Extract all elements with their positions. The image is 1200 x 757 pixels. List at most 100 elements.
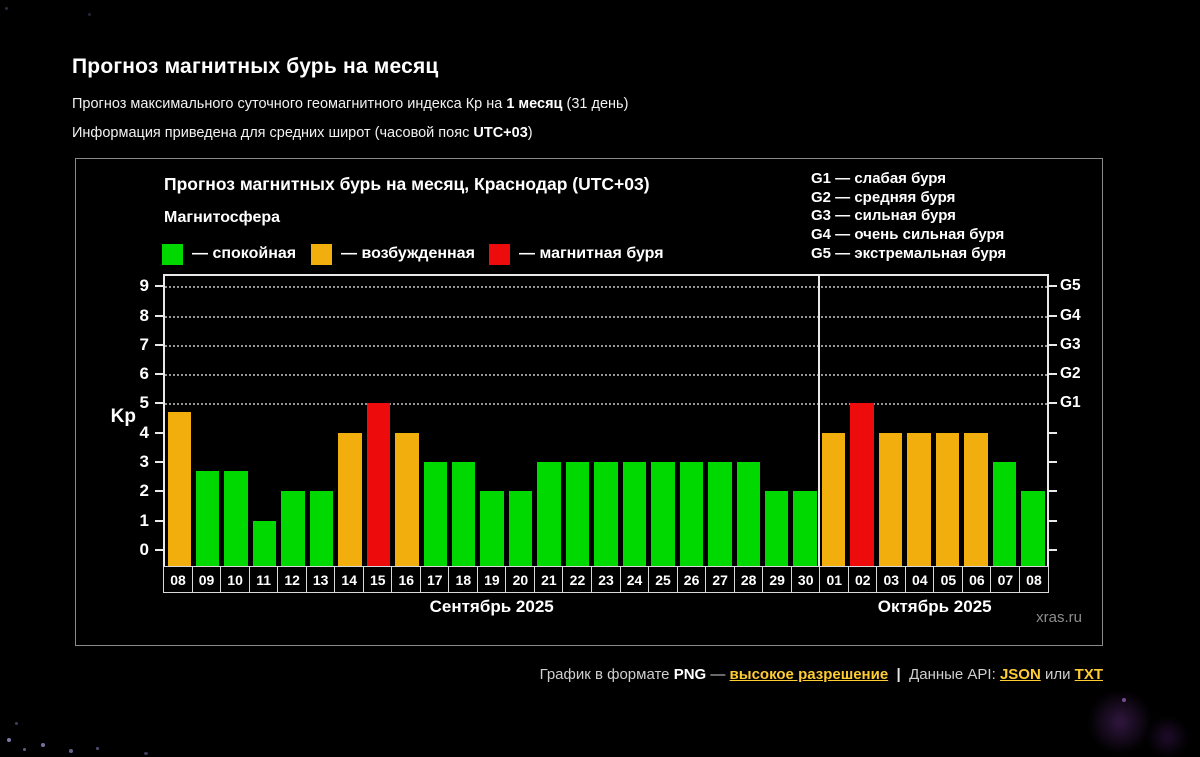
day-column-23	[592, 276, 620, 566]
day-cell-27: 27	[705, 566, 736, 593]
star-speck	[41, 743, 45, 747]
kp-bar-19	[480, 491, 504, 566]
day-cell-21: 21	[533, 566, 564, 593]
day-column-25	[649, 276, 677, 566]
txt-link[interactable]: TXT	[1074, 666, 1103, 683]
day-cell-15: 15	[362, 566, 393, 593]
day-column-13	[307, 276, 335, 566]
kp-bar-08	[1021, 491, 1045, 566]
star-speck	[144, 752, 148, 755]
gridline-kp-7	[165, 344, 1047, 347]
day-column-22	[563, 276, 591, 566]
png-label: PNG	[673, 666, 707, 683]
g-axis-label-G3: G3	[1060, 335, 1081, 353]
day-column-06	[962, 276, 990, 566]
y-tick-mark-left	[155, 548, 163, 551]
day-cell-16: 16	[391, 566, 422, 593]
kp-bar-17	[423, 462, 448, 566]
kp-bar-24	[622, 462, 647, 566]
g-axis-label-G2: G2	[1060, 365, 1081, 383]
star-speck	[23, 748, 26, 751]
day-column-12	[279, 276, 307, 566]
y-tick-label-9: 9	[139, 276, 149, 296]
star-speck	[69, 749, 73, 753]
legend-item-excited: — возбужденная	[311, 243, 475, 265]
month-separator	[818, 276, 821, 566]
kp-bar-08	[167, 412, 191, 566]
day-cell-20: 20	[505, 566, 536, 593]
kp-bar-09	[195, 470, 220, 566]
day-cell-19: 19	[476, 566, 507, 593]
day-cell-28: 28	[733, 566, 764, 593]
day-cell-11: 11	[248, 566, 279, 593]
y-tick-mark-left	[155, 519, 163, 522]
g-axis-label-G5: G5	[1060, 277, 1081, 295]
gridline-kp-5	[165, 403, 1047, 406]
day-column-26	[677, 276, 705, 566]
y-tick-mark-right	[1049, 431, 1057, 434]
kp-bar-01	[821, 432, 846, 566]
kp-bar-07	[992, 462, 1017, 566]
day-column-17	[421, 276, 449, 566]
legend-item-storm: — магнитная буря	[489, 243, 664, 265]
day-column-24	[620, 276, 648, 566]
y-tick-mark-right	[1049, 519, 1057, 522]
y-tick-label-2: 2	[139, 481, 149, 501]
day-column-16	[393, 276, 421, 566]
chart-title: Прогноз магнитных бурь на месяц, Краснод…	[164, 174, 650, 194]
storm-color-swatch	[489, 243, 510, 265]
kp-bar-03	[878, 432, 903, 566]
y-tick-label-8: 8	[139, 305, 149, 325]
y-tick-mark-right	[1049, 548, 1057, 551]
kp-bar-16	[395, 432, 419, 566]
kp-bar-11	[252, 520, 277, 566]
legend-item-quiet: — спокойная	[162, 243, 296, 265]
kp-bar-10	[224, 470, 248, 566]
y-tick-label-1: 1	[139, 510, 149, 530]
y-tick-mark-left	[155, 490, 163, 493]
day-column-15	[364, 276, 392, 566]
day-cell-04: 04	[904, 566, 935, 593]
high-res-link[interactable]: высокое разрешение	[729, 666, 889, 683]
day-cell-09: 09	[191, 566, 222, 593]
day-cell-08: 08	[163, 566, 194, 593]
y-tick-mark-right	[1049, 285, 1057, 288]
g5-legend-line: G5 — экстремальная буря	[811, 244, 1007, 262]
star-speck	[96, 747, 99, 750]
y-tick-label-3: 3	[139, 452, 149, 471]
y-tick-label-4: 4	[139, 422, 149, 442]
page-header: Прогноз магнитных бурь на месяц Прогноз …	[72, 55, 628, 154]
footer-text: График в формате	[539, 666, 674, 683]
chart-panel: Прогноз магнитных бурь на месяц, Краснод…	[75, 158, 1103, 646]
y-tick-label-5: 5	[139, 393, 149, 413]
kp-bar-14	[338, 432, 362, 566]
or-word: или	[1040, 666, 1075, 683]
kp-bar-18	[452, 462, 476, 566]
star-speck	[88, 13, 91, 16]
day-labels-row: 08 09 10 11 12 13 14 15 16 17 18 19 20 21 22 23 24 25 26 27…	[163, 566, 1049, 593]
kp-axis-label: Kp	[110, 406, 136, 427]
json-link[interactable]: JSON	[999, 666, 1041, 683]
month-labels-row: Сентябрь 2025 Октябрь 2025	[163, 597, 1049, 617]
day-column-14	[336, 276, 364, 566]
day-column-07	[990, 276, 1018, 566]
day-column-28	[734, 276, 762, 566]
g4-legend-line: G4 — очень сильная буря	[811, 226, 1005, 244]
day-column-08	[1019, 276, 1047, 566]
y-tick-mark-left	[155, 314, 163, 317]
day-column-19	[478, 276, 506, 566]
day-cell-17: 17	[419, 566, 450, 593]
day-column-08	[165, 276, 193, 566]
day-column-27	[706, 276, 734, 566]
kp-bar-28	[736, 462, 761, 566]
kp-bar-27	[708, 462, 732, 566]
day-cell-22: 22	[562, 566, 593, 593]
y-tick-mark-right	[1049, 402, 1057, 405]
footer-dash: —	[706, 666, 730, 683]
kp-bar-04	[907, 432, 931, 566]
kp-bar-22	[565, 462, 590, 566]
y-tick-mark-right	[1049, 314, 1057, 317]
y-tick-label-7: 7	[139, 334, 149, 354]
star-speck	[15, 722, 18, 725]
day-cell-12: 12	[277, 566, 308, 593]
